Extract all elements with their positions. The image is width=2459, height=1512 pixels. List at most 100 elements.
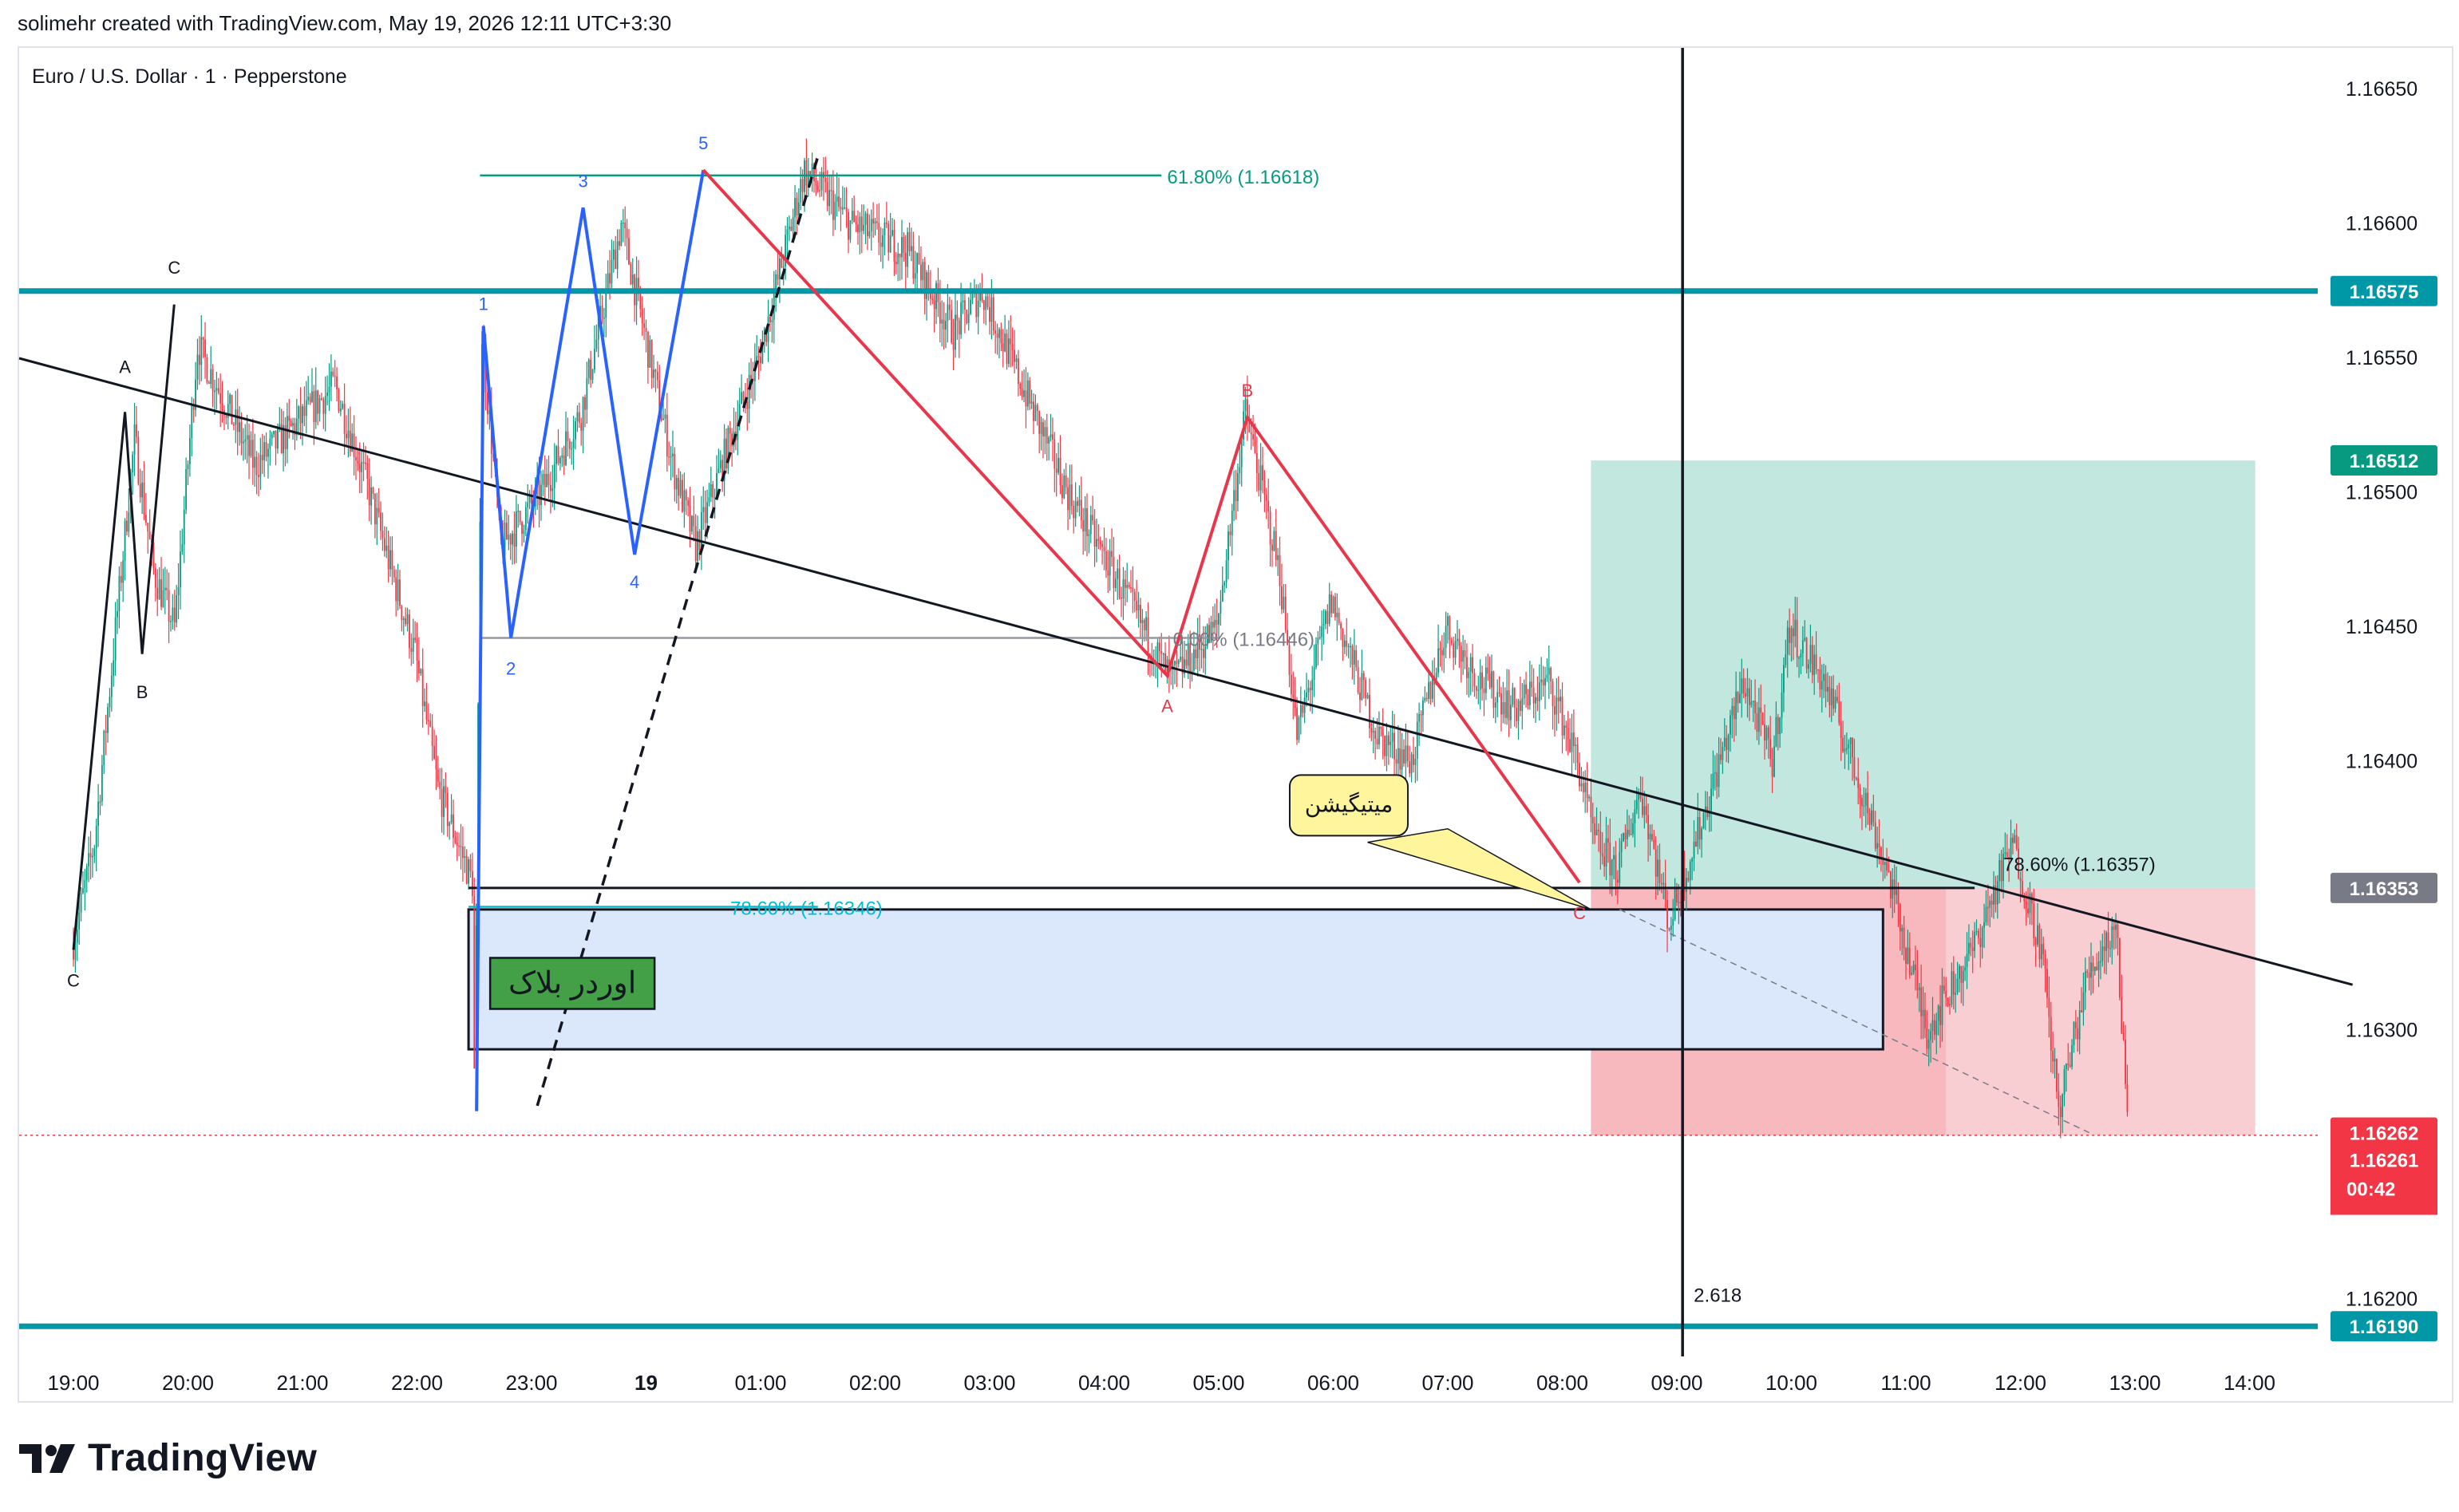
candle-body bbox=[582, 397, 584, 431]
candle-body bbox=[643, 323, 646, 328]
candle-body bbox=[1506, 690, 1508, 718]
candle-body bbox=[893, 230, 895, 263]
candle-body bbox=[567, 431, 569, 441]
candle-body bbox=[578, 412, 580, 424]
candle-body bbox=[93, 848, 96, 856]
candle-body bbox=[1473, 673, 1476, 687]
candle-body bbox=[1491, 671, 1492, 688]
candle-body bbox=[1449, 616, 1451, 641]
candle-body bbox=[263, 442, 266, 460]
candle-body bbox=[1483, 688, 1485, 693]
candle-body bbox=[719, 460, 721, 468]
candle-body bbox=[460, 846, 462, 847]
candle-body bbox=[609, 273, 611, 284]
candle-body bbox=[1756, 713, 1758, 732]
candle-body bbox=[1849, 737, 1852, 744]
candle-body bbox=[395, 577, 397, 602]
candle-body bbox=[1970, 942, 1972, 948]
candle-body bbox=[1318, 637, 1321, 638]
candle-body bbox=[1638, 794, 1640, 800]
candle-body bbox=[675, 477, 678, 490]
candle-body bbox=[188, 438, 191, 465]
candle-body bbox=[1889, 871, 1892, 899]
candle-body bbox=[1811, 645, 1813, 675]
candle-body bbox=[128, 512, 130, 532]
candle-body bbox=[1074, 501, 1077, 519]
candle-body bbox=[231, 394, 233, 424]
candle-body bbox=[73, 949, 74, 960]
candle-body bbox=[1141, 619, 1144, 624]
x-tick-label: 02:00 bbox=[849, 1371, 901, 1395]
candle-body bbox=[305, 400, 307, 416]
candle-body bbox=[417, 660, 420, 674]
candle-body bbox=[1445, 626, 1447, 648]
candle-body bbox=[1413, 754, 1414, 765]
candle-body bbox=[653, 369, 654, 378]
price-label: 1.16262 bbox=[2350, 1123, 2419, 1145]
candle-body bbox=[785, 235, 786, 266]
wave-label: C bbox=[67, 970, 80, 990]
candle-body bbox=[685, 490, 687, 501]
candle-body bbox=[336, 377, 338, 390]
candle-body bbox=[515, 511, 517, 547]
candle-body bbox=[1968, 942, 1970, 954]
candle-body bbox=[899, 253, 901, 258]
candle-body bbox=[173, 607, 176, 623]
candle-body bbox=[1827, 686, 1828, 692]
candle-body bbox=[794, 198, 796, 218]
candle-body bbox=[318, 398, 321, 414]
candle-body bbox=[1689, 862, 1691, 881]
candle-body bbox=[2069, 1064, 2071, 1067]
candle-body bbox=[1366, 694, 1369, 699]
candle-body bbox=[1952, 971, 1955, 995]
candle-body bbox=[746, 401, 749, 409]
candle-body bbox=[1439, 648, 1441, 650]
candle-body bbox=[1931, 1020, 1934, 1032]
candle-body bbox=[2008, 856, 2010, 859]
tradingview-logo[interactable]: TradingView bbox=[19, 1436, 317, 1480]
candle-body bbox=[509, 535, 512, 545]
candle-body bbox=[1908, 947, 1911, 975]
candle-body bbox=[565, 431, 567, 465]
candle-body bbox=[1727, 734, 1730, 750]
candle-body bbox=[1176, 661, 1178, 665]
candle-body bbox=[181, 544, 184, 552]
candle-body bbox=[1084, 508, 1086, 532]
candle-body bbox=[1508, 690, 1510, 720]
candle-body bbox=[985, 296, 987, 310]
candle-body bbox=[1336, 613, 1338, 618]
candle-body bbox=[1303, 697, 1306, 713]
candle-body bbox=[769, 316, 771, 322]
candle-body bbox=[553, 464, 555, 488]
candle-body bbox=[955, 314, 956, 350]
candle-body bbox=[1292, 694, 1295, 698]
candle-body bbox=[1477, 689, 1480, 692]
candle-body bbox=[674, 453, 676, 490]
candle-body bbox=[251, 440, 254, 468]
candle-body bbox=[1384, 736, 1386, 756]
candle-body bbox=[1922, 1009, 1924, 1017]
candle-body bbox=[1949, 1004, 1951, 1006]
candle-body bbox=[1576, 744, 1579, 764]
candle-body bbox=[1390, 741, 1392, 745]
candle-body bbox=[1748, 688, 1750, 705]
candle-body bbox=[1525, 684, 1527, 695]
candle-body bbox=[366, 463, 369, 480]
candle-body bbox=[1265, 495, 1267, 501]
candle-body bbox=[1196, 634, 1199, 658]
candle-body bbox=[693, 515, 695, 527]
candle-body bbox=[830, 190, 832, 191]
candle-body bbox=[1494, 702, 1496, 708]
candle-body bbox=[1538, 682, 1540, 701]
candle-body bbox=[250, 440, 252, 456]
candle-body bbox=[863, 224, 865, 231]
descending-trendline bbox=[18, 357, 2354, 986]
candle-body bbox=[471, 870, 473, 897]
candle-body bbox=[800, 179, 802, 203]
candle-body bbox=[1479, 672, 1481, 690]
candle-body bbox=[208, 382, 210, 384]
candle-body bbox=[141, 482, 143, 498]
candle-body bbox=[401, 606, 403, 621]
candle-body bbox=[708, 496, 710, 503]
